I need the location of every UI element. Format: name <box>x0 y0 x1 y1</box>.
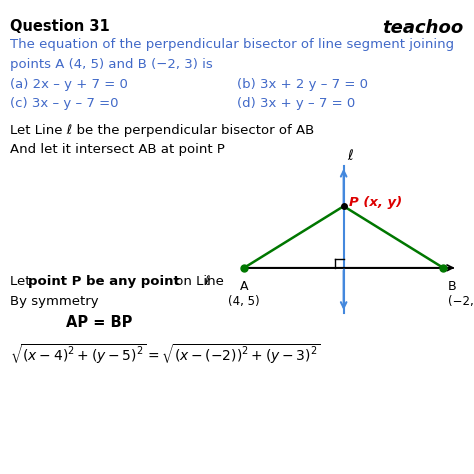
Text: ℓ: ℓ <box>347 148 353 163</box>
Text: $\sqrt{( x - 4 )^2 + (y - 5)^2} = \sqrt{( x - (-2))^2 + (y - 3)^2}$: $\sqrt{( x - 4 )^2 + (y - 5)^2} = \sqrt{… <box>10 342 321 366</box>
Text: ℓ: ℓ <box>204 275 210 288</box>
Text: P (x, y): P (x, y) <box>349 196 402 209</box>
Text: (c) 3x – y – 7 =0: (c) 3x – y – 7 =0 <box>10 97 119 110</box>
Text: Let: Let <box>10 275 35 288</box>
Text: (b) 3x + 2 y – 7 = 0: (b) 3x + 2 y – 7 = 0 <box>237 78 368 91</box>
Text: (d) 3x + y – 7 = 0: (d) 3x + y – 7 = 0 <box>237 97 355 110</box>
Text: AP = BP: AP = BP <box>66 315 133 330</box>
Text: By symmetry: By symmetry <box>10 295 99 308</box>
Text: points A (4, 5) and B (−2, 3) is: points A (4, 5) and B (−2, 3) is <box>10 58 213 71</box>
Text: The equation of the perpendicular bisector of line segment joining: The equation of the perpendicular bisect… <box>10 38 455 51</box>
Text: teachoo: teachoo <box>383 19 464 37</box>
Text: point P be any point: point P be any point <box>28 275 180 288</box>
Text: A: A <box>240 280 248 292</box>
Text: Question 31: Question 31 <box>10 19 110 34</box>
Text: (4, 5): (4, 5) <box>228 295 260 308</box>
Text: on Line: on Line <box>171 275 228 288</box>
Text: (−2, 3): (−2, 3) <box>448 295 474 308</box>
Text: B: B <box>448 280 456 292</box>
Text: (a) 2x – y + 7 = 0: (a) 2x – y + 7 = 0 <box>10 78 128 91</box>
Text: And let it intersect AB at point P: And let it intersect AB at point P <box>10 143 225 156</box>
Text: Let Line ℓ be the perpendicular bisector of AB: Let Line ℓ be the perpendicular bisector… <box>10 124 315 137</box>
